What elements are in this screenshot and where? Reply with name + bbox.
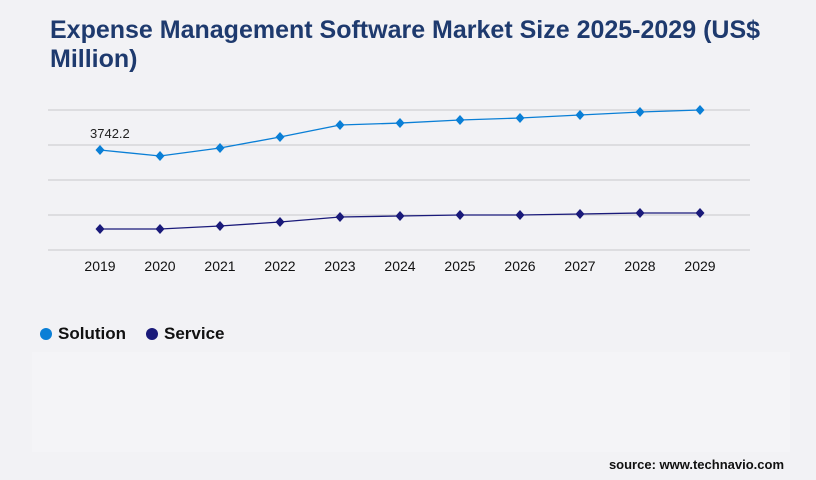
data-point-service <box>95 224 105 234</box>
x-tick-label: 2023 <box>324 258 355 274</box>
legend-label: Service <box>163 324 225 343</box>
source-text: source: www.technavio.com <box>608 457 784 472</box>
data-point-solution <box>335 120 345 131</box>
data-point-solution <box>515 113 525 124</box>
data-point-service <box>215 221 225 232</box>
chart-title: Expense Management Software Market Size … <box>50 16 761 73</box>
x-tick-label: 2027 <box>564 258 595 274</box>
x-tick-label: 2025 <box>444 258 475 274</box>
x-tick-label: 2021 <box>204 258 235 274</box>
data-point-service <box>635 207 645 218</box>
data-point-solution <box>95 145 105 156</box>
data-point-service <box>335 212 345 223</box>
data-point-service <box>455 210 465 220</box>
data-point-solution <box>275 132 285 143</box>
x-tick-label: 2022 <box>264 258 295 274</box>
data-point-solution <box>695 105 705 116</box>
data-point-service <box>395 211 405 222</box>
x-tick-label: 2020 <box>144 258 175 274</box>
solution-marker-icon <box>40 328 52 340</box>
x-tick-label: 2028 <box>624 258 655 274</box>
legend: Solution Service <box>40 324 224 344</box>
legend-panel <box>32 352 790 452</box>
line-chart: 2019 2020 2021 2022 2023 2024 2025 2026 2027 2028… <box>48 105 750 274</box>
service-marker-icon <box>145 328 158 340</box>
data-point-solution <box>215 143 225 154</box>
data-point-solution <box>635 107 645 118</box>
data-point-solution <box>395 118 405 129</box>
series-line-solution <box>99 109 701 157</box>
data-point-solution <box>575 110 585 121</box>
data-point-service <box>515 210 525 220</box>
legend-label: Solution <box>58 324 126 343</box>
data-label: 3742.2 <box>90 126 130 141</box>
x-tick-label: 2019 <box>84 258 115 274</box>
legend-item-service[interactable]: Service <box>145 324 225 344</box>
data-point-service <box>695 207 705 218</box>
x-tick-label: 2024 <box>384 258 415 274</box>
data-point-solution <box>155 151 165 162</box>
data-point-service <box>275 217 285 227</box>
x-tick-label: 2026 <box>504 258 535 274</box>
data-point-service <box>155 224 165 234</box>
data-point-service <box>575 209 585 220</box>
data-point-solution <box>455 115 465 126</box>
x-tick-label: 2029 <box>684 258 715 274</box>
legend-item-solution[interactable]: Solution <box>40 324 126 344</box>
